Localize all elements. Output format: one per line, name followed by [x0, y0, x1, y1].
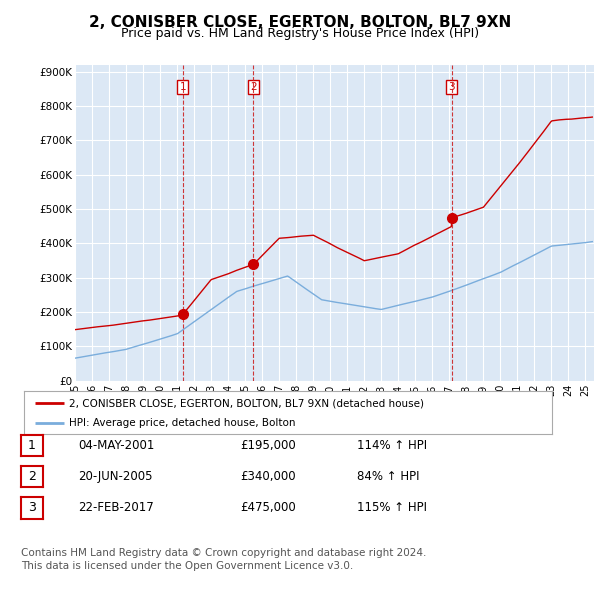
Text: 2, CONISBER CLOSE, EGERTON, BOLTON, BL7 9XN (detached house): 2, CONISBER CLOSE, EGERTON, BOLTON, BL7 …	[69, 398, 424, 408]
Text: 84% ↑ HPI: 84% ↑ HPI	[357, 470, 419, 483]
Text: 04-MAY-2001: 04-MAY-2001	[78, 439, 154, 452]
Text: 2: 2	[28, 470, 36, 483]
Text: 3: 3	[448, 82, 455, 92]
Text: 2: 2	[250, 82, 256, 92]
Text: 1: 1	[179, 82, 186, 92]
Text: 20-JUN-2005: 20-JUN-2005	[78, 470, 152, 483]
Text: 3: 3	[28, 502, 36, 514]
Text: 1: 1	[28, 439, 36, 452]
Text: £475,000: £475,000	[240, 502, 296, 514]
Text: 115% ↑ HPI: 115% ↑ HPI	[357, 502, 427, 514]
Text: 22-FEB-2017: 22-FEB-2017	[78, 502, 154, 514]
Text: £195,000: £195,000	[240, 439, 296, 452]
Text: 2, CONISBER CLOSE, EGERTON, BOLTON, BL7 9XN: 2, CONISBER CLOSE, EGERTON, BOLTON, BL7 …	[89, 15, 511, 30]
Text: £340,000: £340,000	[240, 470, 296, 483]
Text: Price paid vs. HM Land Registry's House Price Index (HPI): Price paid vs. HM Land Registry's House …	[121, 27, 479, 40]
Text: HPI: Average price, detached house, Bolton: HPI: Average price, detached house, Bolt…	[69, 418, 295, 428]
Text: Contains HM Land Registry data © Crown copyright and database right 2024.
This d: Contains HM Land Registry data © Crown c…	[21, 548, 427, 571]
Text: 114% ↑ HPI: 114% ↑ HPI	[357, 439, 427, 452]
